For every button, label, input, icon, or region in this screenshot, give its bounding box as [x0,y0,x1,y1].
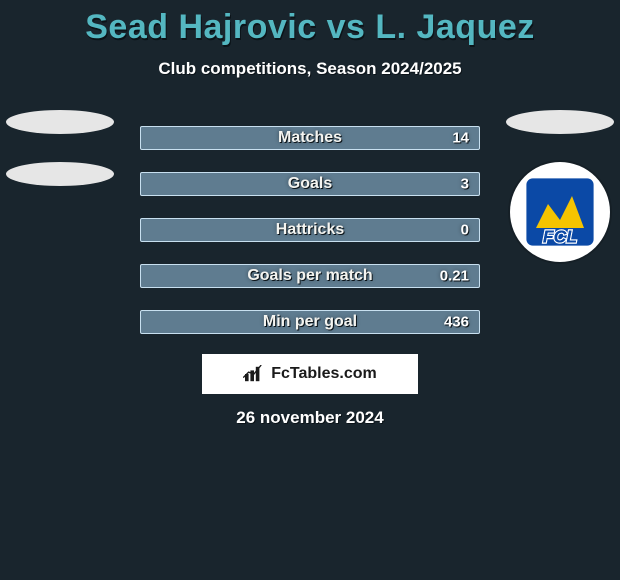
stat-label: Hattricks [276,221,344,239]
stat-bar: Min per goal 436 [140,310,480,334]
stat-label: Min per goal [263,313,357,331]
stat-bar: Goals 3 [140,172,480,196]
left-player-column [0,110,120,186]
stat-bar: Goals per match 0.21 [140,264,480,288]
stat-label: Goals per match [247,267,372,285]
stat-label: Matches [278,129,342,147]
stats-bars: Matches 14 Goals 3 Hattricks 0 Goals per… [140,126,480,334]
brand-text: FcTables.com [271,365,377,383]
club-logo-fcl: FCL FCL [510,162,610,262]
player-placeholder-oval [506,110,614,134]
page-title: Sead Hajrovic vs L. Jaquez [0,0,620,47]
stat-bar: Matches 14 [140,126,480,150]
club-placeholder-oval [6,162,114,186]
stat-value: 14 [452,130,469,147]
stat-label: Goals [288,175,332,193]
date-text: 26 november 2024 [0,408,620,428]
brand-box: FcTables.com [202,354,418,394]
svg-text:FCL: FCL [543,226,577,246]
subtitle: Club competitions, Season 2024/2025 [0,59,620,79]
bar-chart-icon [243,365,265,383]
stat-value: 0.21 [440,268,469,285]
player-placeholder-oval [6,110,114,134]
right-player-column: FCL FCL [500,110,620,262]
stat-value: 0 [461,222,469,239]
fcl-badge-icon: FCL FCL [520,172,600,252]
stat-bar: Hattricks 0 [140,218,480,242]
stat-value: 436 [444,314,469,331]
stat-value: 3 [461,176,469,193]
